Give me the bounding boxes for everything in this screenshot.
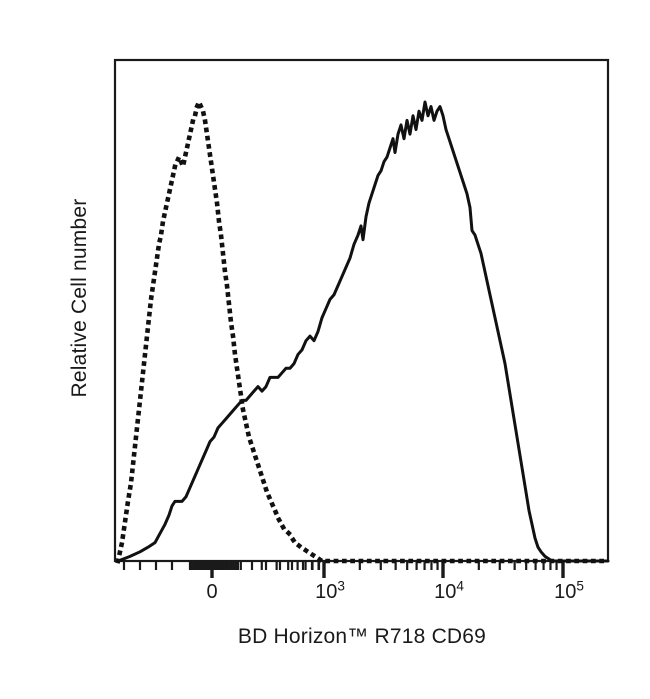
x-tick-label-0: 0 <box>206 581 218 603</box>
curve-unstained-control <box>115 99 611 564</box>
curve-r718-cd69-stained <box>116 100 610 563</box>
x-tick-label-1e4: 104 <box>434 578 464 603</box>
x-axis-title: BD Horizon™ R718 CD69 <box>237 625 487 648</box>
x-axis-ticks <box>122 561 565 578</box>
x-tick-label-1e5: 105 <box>554 578 584 603</box>
y-axis-title: Relative Cell number <box>68 198 91 398</box>
histogram-curves <box>115 99 611 564</box>
x-tick-label-1e3: 103 <box>315 578 345 603</box>
